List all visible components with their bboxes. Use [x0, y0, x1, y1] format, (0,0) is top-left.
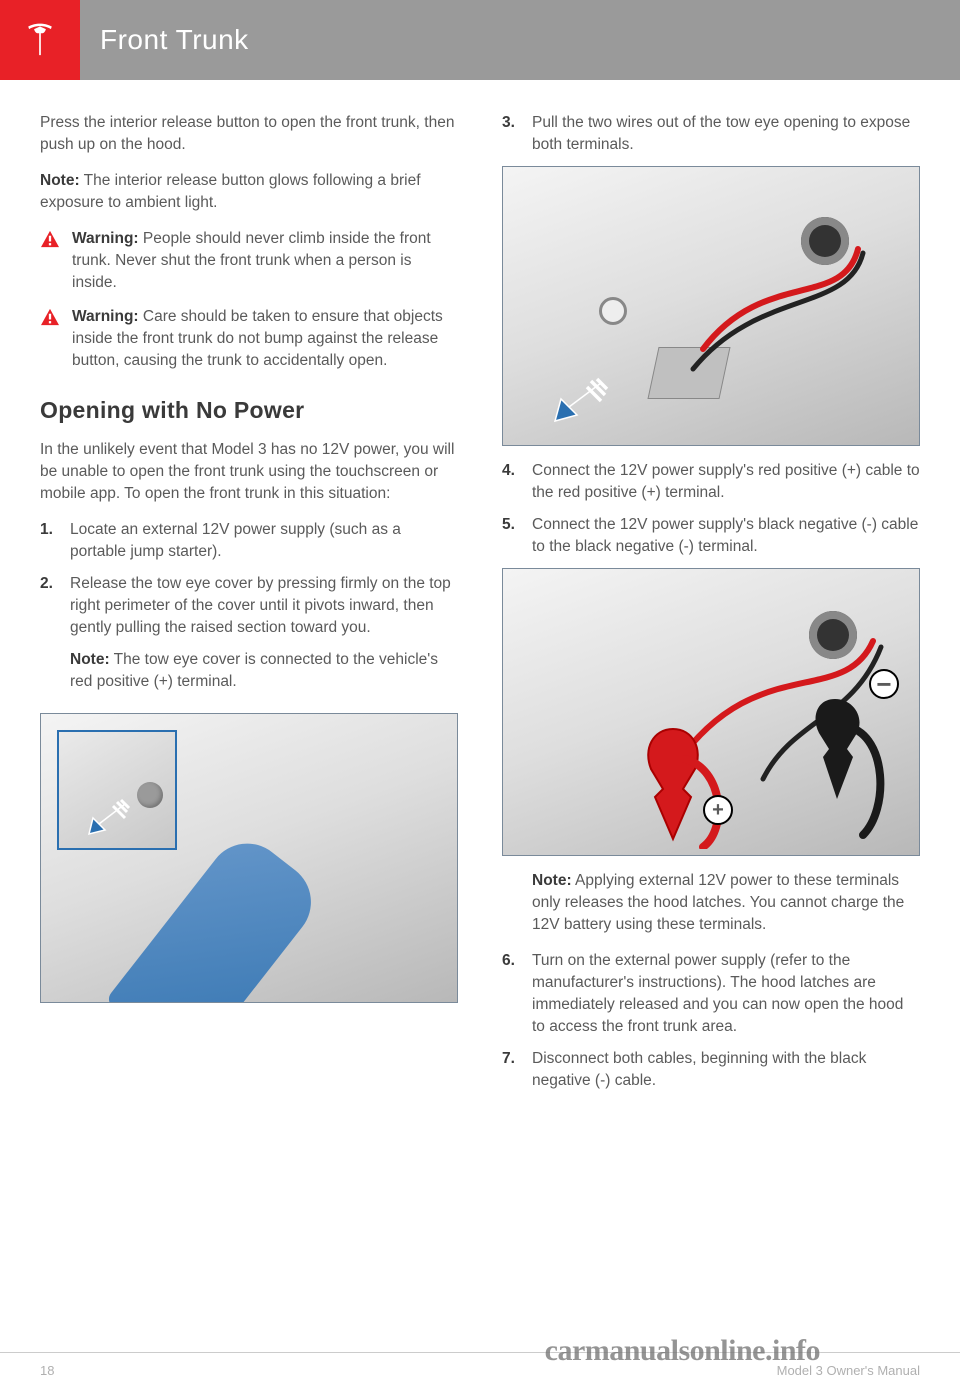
arrow-icon [85, 798, 133, 838]
warning-1: Warning: People should never climb insid… [40, 228, 458, 294]
arrow-icon [551, 377, 611, 425]
step-1: Locate an external 12V power supply (suc… [40, 519, 458, 563]
doc-title: Model 3 Owner's Manual [777, 1363, 920, 1378]
step-4: Connect the 12V power supply's red posit… [502, 460, 920, 504]
minus-symbol-icon: − [869, 669, 899, 699]
right-column: Pull the two wires out of the tow eye op… [502, 112, 920, 1102]
steps-list-right-2: Connect the 12V power supply's red posit… [502, 460, 920, 558]
tesla-logo-icon [19, 19, 61, 61]
section-intro: In the unlikely event that Model 3 has n… [40, 439, 458, 505]
ring-icon [599, 297, 627, 325]
warning-icon [40, 308, 60, 326]
content-area: Press the interior release button to ope… [0, 80, 960, 1102]
warning-2: Warning: Care should be taken to ensure … [40, 306, 458, 372]
note-block: Note: The interior release button glows … [40, 170, 458, 214]
steps-list-right-3: Turn on the external power supply (refer… [502, 950, 920, 1092]
red-clamp-icon [633, 719, 743, 849]
red-wire-icon [643, 239, 883, 379]
figure-connect-cables: + − [502, 568, 920, 856]
warning-prefix: Warning: [72, 230, 139, 247]
page-title: Front Trunk [100, 24, 249, 56]
page-footer: 18 Model 3 Owner's Manual [0, 1352, 960, 1378]
cover-dot-icon [137, 782, 163, 808]
section-heading: Opening with No Power [40, 394, 458, 427]
tesla-logo-box [0, 0, 80, 80]
step-2: Release the tow eye cover by pressing fi… [40, 573, 458, 703]
title-bar: Front Trunk [80, 0, 960, 80]
left-column: Press the interior release button to ope… [40, 112, 458, 1102]
step-7: Disconnect both cables, beginning with t… [502, 1048, 920, 1092]
step-5-note-block: Note: Applying external 12V power to the… [502, 870, 920, 936]
intro-text: Press the interior release button to ope… [40, 112, 458, 156]
page-header: Front Trunk [0, 0, 960, 80]
warning-icon [40, 230, 60, 248]
warning-1-text: Warning: People should never climb insid… [72, 228, 458, 294]
step-5: Connect the 12V power supply's black neg… [502, 514, 920, 558]
step-3: Pull the two wires out of the tow eye op… [502, 112, 920, 156]
plus-symbol-icon: + [703, 795, 733, 825]
step-6: Turn on the external power supply (refer… [502, 950, 920, 1038]
figure-inset [57, 730, 177, 850]
figure-tow-eye-cover [40, 713, 458, 1003]
warning-prefix: Warning: [72, 308, 139, 325]
note-text: The interior release button glows follow… [40, 172, 421, 211]
steps-list-right: Pull the two wires out of the tow eye op… [502, 112, 920, 156]
page-number: 18 [40, 1363, 54, 1378]
finger-illustration [105, 827, 327, 1003]
figure-expose-terminals [502, 166, 920, 446]
steps-list-left: Locate an external 12V power supply (suc… [40, 519, 458, 703]
warning-2-text: Warning: Care should be taken to ensure … [72, 306, 458, 372]
note-prefix: Note: [40, 172, 80, 189]
step-2-note: Note: The tow eye cover is connected to … [70, 649, 458, 693]
